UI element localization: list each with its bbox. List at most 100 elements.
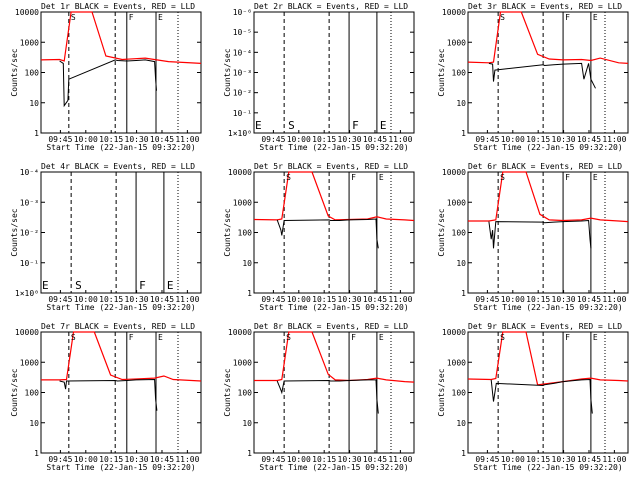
panel-det-6: Det 6r BLACK = Events, RED = LLD Counts/s… [437, 162, 629, 312]
y-tick-label: 10 [242, 419, 252, 428]
events-series-line [59, 378, 158, 411]
x-tick-label: 10:00 [74, 295, 98, 304]
x-tick-label: 09:45 [261, 135, 285, 144]
y-tick-label: 10000 [442, 168, 466, 177]
x-tick-label: 10:30 [125, 135, 149, 144]
panel-det-5: Det 5r BLACK = Events, RED = LLD Counts/s… [223, 162, 415, 312]
panel-title: Det 5r BLACK = Events, RED = LLD [254, 162, 408, 171]
marker-label: S [75, 279, 82, 292]
x-tick-label: 10:00 [501, 295, 525, 304]
y-tick-label: 10 [456, 259, 466, 268]
x-tick-label: 10:00 [287, 295, 311, 304]
events-series-line [488, 219, 592, 249]
y-tick-label: 10000 [228, 328, 252, 337]
x-tick-label: 09:45 [48, 455, 72, 464]
marker-label: S [286, 173, 291, 182]
marker-label: E [42, 279, 49, 292]
y-axis-label: Counts/sec [437, 48, 446, 96]
x-tick-label: 10:15 [526, 135, 550, 144]
x-tick-label: 10:45 [150, 295, 174, 304]
y-tick-label: 100 [452, 389, 467, 398]
marker-label: E [593, 333, 598, 342]
x-tick-label: 10:15 [526, 455, 550, 464]
x-axis-label: Start Time (22-Jan-15 09:32:20) [473, 303, 622, 312]
y-tick-label: 10000 [442, 328, 466, 337]
panel-det-2: Det 2r BLACK = Events, RED = LLD Counts/s… [223, 2, 415, 152]
marker-label: F [129, 333, 134, 342]
x-tick-label: 10:15 [99, 135, 123, 144]
marker-label: F [129, 13, 134, 22]
y-tick-label: 10000 [15, 8, 39, 17]
y-tick-label: 10 [456, 419, 466, 428]
marker-label: F [565, 13, 570, 22]
x-tick-label: 10:00 [74, 135, 98, 144]
events-series-line [488, 62, 596, 89]
marker-label: S [71, 13, 76, 22]
x-tick-label: 11:00 [602, 455, 626, 464]
x-tick-label: 11:00 [388, 135, 412, 144]
y-axis-label: Counts/sec [223, 368, 232, 416]
panel-title: Det 2r BLACK = Events, RED = LLD [254, 2, 408, 11]
x-tick-label: 09:45 [261, 455, 285, 464]
y-tick-label: 100 [452, 69, 467, 78]
x-tick-label: 10:00 [501, 455, 525, 464]
x-tick-label: 10:15 [526, 295, 550, 304]
x-axis-label: Start Time (22-Jan-15 09:32:20) [259, 143, 408, 152]
plot-frame [467, 331, 629, 454]
y-tick-label: 1 [247, 289, 252, 298]
y-tick-label: 10000 [442, 8, 466, 17]
x-tick-label: 09:45 [48, 135, 72, 144]
lld-series-line [467, 11, 629, 64]
x-tick-label: 10:00 [287, 455, 311, 464]
plot-frame [467, 11, 629, 134]
x-axis-label: Start Time (22-Jan-15 09:32:20) [259, 303, 408, 312]
panel-det-4: Det 4r BLACK = Events, RED = LLD Counts/s… [10, 162, 202, 312]
marker-label: S [288, 119, 295, 132]
marker-label: S [500, 173, 505, 182]
x-axis-label: Start Time (22-Jan-15 09:32:20) [46, 143, 195, 152]
marker-label: E [593, 13, 598, 22]
y-tick-label: 10⁻⁴ [20, 168, 39, 177]
y-axis-label: Counts/sec [223, 48, 232, 96]
x-tick-label: 10:45 [577, 455, 601, 464]
marker-label: F [351, 173, 356, 182]
panel-title: Det 9r BLACK = Events, RED = LLD [468, 322, 622, 331]
panel-title: Det 3r BLACK = Events, RED = LLD [468, 2, 622, 11]
x-tick-label: 09:45 [48, 295, 72, 304]
x-tick-label: 11:00 [175, 295, 199, 304]
plot-frame [40, 11, 202, 134]
panel-det-7: Det 7r BLACK = Events, RED = LLD Counts/s… [10, 322, 202, 472]
y-tick-label: 1000 [447, 358, 466, 367]
marker-label: S [286, 333, 291, 342]
panel-title: Det 6r BLACK = Events, RED = LLD [468, 162, 622, 171]
lld-series-line [468, 171, 629, 223]
panel-title: Det 7r BLACK = Events, RED = LLD [41, 322, 195, 331]
lld-series-line [467, 331, 629, 386]
marker-label: E [593, 173, 598, 182]
y-tick-label: 1000 [447, 38, 466, 47]
x-tick-label: 10:30 [125, 295, 149, 304]
marker-label: F [139, 279, 146, 292]
marker-label: S [71, 333, 76, 342]
y-tick-label: 10⁻⁵ [233, 28, 252, 37]
y-tick-label: 10⁻⁶ [233, 8, 252, 17]
y-tick-label: 1000 [20, 358, 39, 367]
panel-det-9: Det 9r BLACK = Events, RED = LLD Counts/s… [437, 322, 629, 472]
y-tick-label: 10000 [228, 168, 252, 177]
x-tick-label: 09:45 [475, 295, 499, 304]
x-tick-label: 10:15 [312, 295, 336, 304]
panel-det-1: Det 1r BLACK = Events, RED = LLD Counts/s… [10, 2, 202, 152]
x-tick-label: 10:30 [552, 455, 576, 464]
y-tick-label: 10 [242, 259, 252, 268]
x-tick-label: 09:45 [475, 135, 499, 144]
y-tick-label: 1×10⁰ [228, 129, 252, 138]
y-tick-label: 10⁻³ [233, 69, 252, 78]
marker-label: F [565, 333, 570, 342]
marker-label: E [158, 333, 163, 342]
y-tick-label: 1×10⁰ [15, 289, 39, 298]
y-tick-label: 1 [34, 449, 39, 458]
panel-det-8: Det 8r BLACK = Events, RED = LLD Counts/s… [223, 322, 415, 472]
panel-title: Det 1r BLACK = Events, RED = LLD [41, 2, 195, 11]
marker-label: F [565, 173, 570, 182]
